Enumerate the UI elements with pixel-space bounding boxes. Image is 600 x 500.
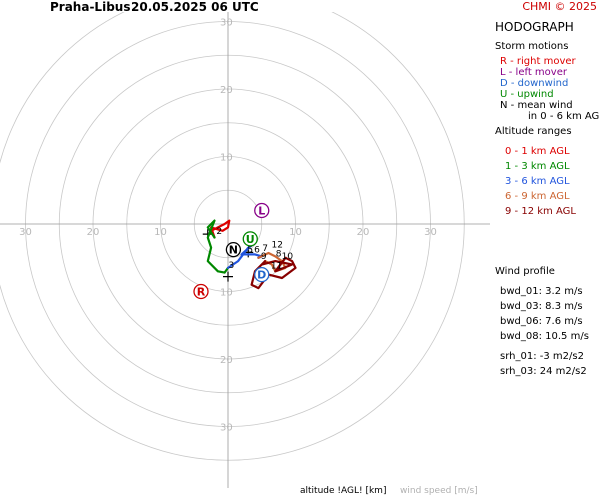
ring-label: 20 [220,85,233,96]
storm-legend-item: R - right mover [500,56,576,67]
altitude-ranges-title: Altitude ranges [495,126,572,137]
ring-label: 20 [220,355,233,366]
boundary-cross [223,271,233,282]
wind-profile-item: srh_03: 24 m2/s2 [500,366,587,377]
storm-motion-marker [242,231,258,247]
altitude-legend-item: 3 - 6 km AGL [505,176,570,187]
legend-panel: HODOGRAPH [495,20,574,34]
storm-motion-label: U [246,233,255,246]
wind-profile-item: bwd_08: 10.5 m/s [500,331,589,342]
legend-title: HODOGRAPH [495,20,574,34]
storm-motion-label: N [229,244,238,257]
wind-profile-item: bwd_06: 7.6 m/s [500,316,583,327]
series-line [250,256,297,290]
copyright-notice: CHMI © 2025 [522,0,597,13]
height-label: 6 [254,245,260,255]
storm-motion-marker [225,241,242,258]
ring-label: 30 [220,18,233,29]
ring-label: 10 [220,153,233,164]
height-label: 7 [262,244,268,254]
wind-profile-title: Wind profile [495,266,555,277]
wind-profile-item: bwd_03: 8.3 m/s [500,301,583,312]
storm-motion-marker [193,283,209,300]
storm-legend-item: in 0 - 6 km AGL [528,111,600,122]
storm-motion-label: D [257,269,266,282]
storm-motion-marker [254,202,270,219]
sounding-datetime: 20.05.2025 06 UTC [131,0,259,14]
storm-motions-title: Storm motions [495,41,569,52]
altitude-legend-item: 9 - 12 km AGL [505,206,576,217]
ring-label: 30 [220,423,233,434]
ring-label: 10 [289,227,302,238]
storm-legend-item: D - downwind [500,78,569,89]
altitude-axis-label: altitude !AGL! [km] [300,486,387,496]
altitude-legend-item: 6 - 9 km AGL [505,191,570,202]
ring-label: 20 [357,227,370,238]
height-label: 10 [282,252,294,262]
height-label: 8 [276,249,282,259]
height-label: 9 [261,252,267,262]
wind-speed-axis-label: wind speed [m/s] [400,486,478,496]
height-label: 3 [229,261,235,271]
height-label: 12 [272,241,283,251]
ring-label: 30 [424,227,437,238]
series-line [257,251,287,273]
station-name: Praha-Libus [50,0,131,14]
speed-ring [0,12,465,461]
height-label: 11 [271,262,282,272]
storm-motion-label: L [258,205,265,218]
ring-label: 30 [19,227,32,238]
altitude-legend-item: 0 - 1 km AGL [505,146,570,157]
height-label: 5 [247,245,253,255]
storm-legend-item: U - upwind [500,89,554,100]
ring-label: 20 [87,227,100,238]
series-line [206,219,230,274]
storm-legend-item: N - mean wind [500,100,573,111]
altitude-legend-item: 1 - 3 km AGL [505,161,570,172]
wind-profile-item: bwd_01: 3.2 m/s [500,286,583,297]
ring-label: 10 [220,288,233,299]
ring-label: 10 [154,227,167,238]
storm-motion-marker [254,266,270,283]
wind-profile-item: srh_01: -3 m2/s2 [500,351,584,362]
height-label: 2 [216,227,222,237]
storm-motion-label: R [197,286,206,299]
storm-legend-item: L - left mover [500,67,567,78]
